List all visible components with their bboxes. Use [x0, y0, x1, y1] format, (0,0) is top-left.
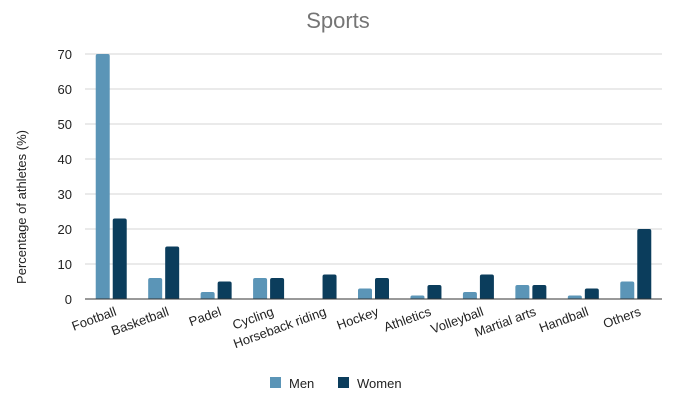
x-tick-label: Basketball	[109, 304, 171, 339]
bar-men-martial-arts	[515, 285, 530, 299]
y-axis-ticks: 0 10 20 30 40 50 60 70	[58, 47, 72, 307]
bars	[95, 54, 652, 299]
legend-label-women: Women	[357, 376, 402, 391]
bar-men-cycling	[253, 278, 268, 299]
chart-title: Sports	[306, 8, 370, 33]
x-tick-label: Martial arts	[472, 304, 538, 340]
bar-women-handball	[584, 288, 599, 299]
bar-women-football	[112, 218, 127, 299]
y-tick-label: 60	[58, 82, 72, 97]
x-tick-label: Athletics	[382, 304, 434, 335]
legend-swatch-women	[338, 377, 349, 388]
bar-women-horseback-riding	[322, 274, 337, 299]
bar-men-handball	[567, 295, 582, 299]
x-tick-label: Hockey	[335, 304, 381, 333]
bar-women-cycling	[270, 278, 285, 299]
bar-women-martial-arts	[532, 285, 547, 299]
y-tick-label: 40	[58, 152, 72, 167]
bar-men-hockey	[358, 288, 372, 299]
bar-men-volleyball	[462, 292, 477, 299]
legend-label-men: Men	[289, 376, 314, 391]
bar-women-basketball	[165, 246, 180, 299]
y-tick-label: 30	[58, 187, 72, 202]
bar-women-padel	[217, 281, 232, 299]
y-tick-label: 20	[58, 222, 72, 237]
y-tick-label: 10	[58, 257, 72, 272]
x-tick-label: Others	[601, 304, 643, 332]
bar-women-volleyball	[479, 274, 494, 299]
y-axis-label: Percentage of athletes (%)	[14, 130, 29, 284]
legend: Men Women	[270, 376, 402, 391]
bar-men-basketball	[148, 278, 163, 299]
y-tick-label: 50	[58, 117, 72, 132]
y-tick-label: 70	[58, 47, 72, 62]
x-tick-label: Handball	[537, 304, 590, 336]
bar-women-others	[637, 229, 652, 299]
bar-women-athletics	[427, 285, 442, 299]
bar-men-padel	[200, 292, 215, 299]
bar-women-hockey	[375, 278, 389, 299]
y-tick-label: 0	[65, 292, 72, 307]
bar-men-football	[95, 54, 110, 299]
gridlines	[85, 53, 662, 265]
legend-swatch-men	[270, 377, 281, 388]
bar-men-athletics	[410, 295, 425, 299]
x-tick-label: Padel	[187, 304, 223, 330]
bar-men-others	[620, 281, 635, 299]
